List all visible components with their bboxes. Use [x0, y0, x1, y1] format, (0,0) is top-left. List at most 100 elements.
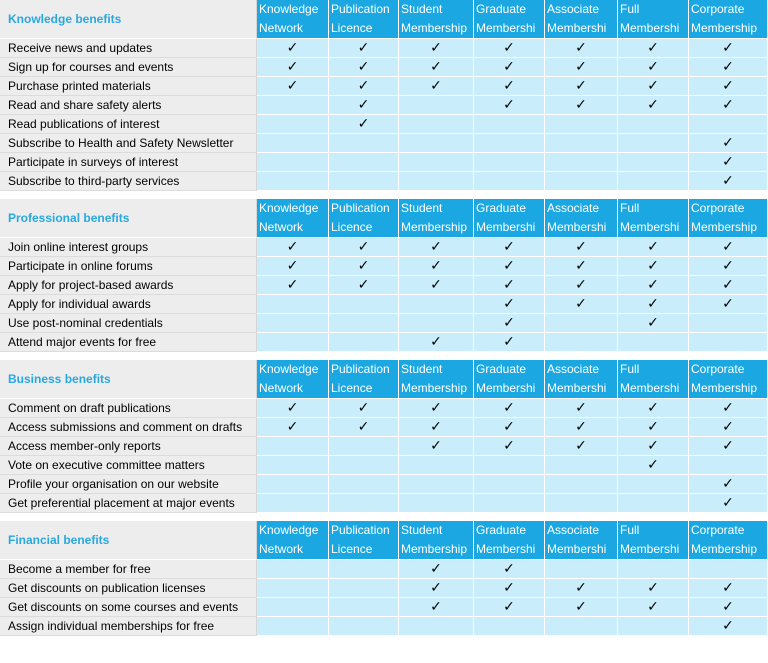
benefit-cell[interactable]: ✓ — [689, 617, 768, 636]
column-header-full[interactable]: Full Membershi — [618, 360, 689, 399]
benefit-cell[interactable] — [399, 295, 474, 314]
benefit-cell[interactable]: ✓ — [689, 437, 768, 456]
benefit-cell[interactable]: ✓ — [474, 295, 545, 314]
benefit-label[interactable]: Read and share safety alerts — [0, 96, 257, 115]
benefit-cell[interactable] — [399, 617, 474, 636]
benefit-cell[interactable] — [618, 617, 689, 636]
benefit-cell[interactable] — [618, 560, 689, 579]
column-header-associate[interactable]: Associate Membershi — [545, 199, 618, 238]
benefit-cell[interactable] — [545, 617, 618, 636]
benefit-cell[interactable] — [618, 153, 689, 172]
benefit-cell[interactable]: ✓ — [399, 77, 474, 96]
benefit-cell[interactable]: ✓ — [257, 39, 329, 58]
benefit-cell[interactable]: ✓ — [257, 399, 329, 418]
column-header-graduate[interactable]: Graduate Membershi — [474, 199, 545, 238]
benefit-cell[interactable] — [257, 333, 329, 352]
benefit-label[interactable]: Participate in online forums — [0, 257, 257, 276]
benefit-cell[interactable]: ✓ — [545, 598, 618, 617]
benefit-cell[interactable]: ✓ — [399, 39, 474, 58]
benefit-cell[interactable] — [618, 134, 689, 153]
column-header-associate[interactable]: Associate Membershi — [545, 521, 618, 560]
benefit-cell[interactable]: ✓ — [618, 238, 689, 257]
benefit-cell[interactable]: ✓ — [689, 475, 768, 494]
benefit-cell[interactable] — [257, 617, 329, 636]
benefit-label[interactable]: Become a member for free — [0, 560, 257, 579]
column-header-graduate[interactable]: Graduate Membershi — [474, 360, 545, 399]
benefit-cell[interactable]: ✓ — [329, 58, 399, 77]
benefit-cell[interactable]: ✓ — [689, 172, 768, 191]
benefit-cell[interactable] — [689, 314, 768, 333]
benefit-cell[interactable] — [329, 134, 399, 153]
benefit-cell[interactable] — [399, 96, 474, 115]
benefit-cell[interactable]: ✓ — [545, 418, 618, 437]
benefit-cell[interactable] — [257, 134, 329, 153]
benefit-cell[interactable]: ✓ — [545, 77, 618, 96]
benefit-cell[interactable]: ✓ — [474, 314, 545, 333]
column-header-student[interactable]: Student Membership — [399, 0, 474, 39]
benefit-label[interactable]: Get preferential placement at major even… — [0, 494, 257, 513]
benefit-cell[interactable] — [545, 314, 618, 333]
benefit-cell[interactable]: ✓ — [618, 314, 689, 333]
column-header-corporate[interactable]: Corporate Membership — [689, 521, 768, 560]
benefit-cell[interactable] — [545, 153, 618, 172]
column-header-corporate[interactable]: Corporate Membership — [689, 0, 768, 39]
benefit-cell[interactable] — [329, 172, 399, 191]
benefit-cell[interactable]: ✓ — [618, 456, 689, 475]
benefit-cell[interactable]: ✓ — [618, 399, 689, 418]
benefit-cell[interactable] — [399, 134, 474, 153]
benefit-cell[interactable] — [329, 314, 399, 333]
benefit-cell[interactable]: ✓ — [545, 399, 618, 418]
benefit-cell[interactable]: ✓ — [399, 418, 474, 437]
benefit-cell[interactable]: ✓ — [474, 238, 545, 257]
benefit-label[interactable]: Assign individual memberships for free — [0, 617, 257, 636]
benefit-cell[interactable] — [257, 579, 329, 598]
benefit-cell[interactable] — [545, 333, 618, 352]
benefit-cell[interactable]: ✓ — [329, 238, 399, 257]
benefit-cell[interactable]: ✓ — [257, 418, 329, 437]
benefit-label[interactable]: Vote on executive committee matters — [0, 456, 257, 475]
benefit-cell[interactable] — [689, 456, 768, 475]
benefit-cell[interactable]: ✓ — [618, 276, 689, 295]
benefit-cell[interactable] — [329, 598, 399, 617]
benefit-cell[interactable]: ✓ — [257, 276, 329, 295]
benefit-cell[interactable] — [399, 314, 474, 333]
benefit-label[interactable]: Subscribe to Health and Safety Newslette… — [0, 134, 257, 153]
benefit-cell[interactable] — [618, 494, 689, 513]
benefit-cell[interactable]: ✓ — [399, 257, 474, 276]
benefit-cell[interactable] — [329, 617, 399, 636]
column-header-publication[interactable]: Publication Licence — [329, 521, 399, 560]
benefit-cell[interactable] — [474, 475, 545, 494]
section-title-knowledge-benefits[interactable]: Knowledge benefits — [0, 0, 257, 39]
benefit-cell[interactable]: ✓ — [545, 238, 618, 257]
column-header-student[interactable]: Student Membership — [399, 199, 474, 238]
benefit-cell[interactable] — [474, 115, 545, 134]
benefit-label[interactable]: Access submissions and comment on drafts — [0, 418, 257, 437]
benefit-cell[interactable]: ✓ — [689, 399, 768, 418]
benefit-cell[interactable]: ✓ — [618, 418, 689, 437]
benefit-cell[interactable]: ✓ — [399, 276, 474, 295]
benefit-cell[interactable] — [257, 437, 329, 456]
benefit-cell[interactable]: ✓ — [545, 39, 618, 58]
benefit-cell[interactable]: ✓ — [329, 115, 399, 134]
benefit-cell[interactable]: ✓ — [618, 58, 689, 77]
column-header-student[interactable]: Student Membership — [399, 521, 474, 560]
benefit-cell[interactable]: ✓ — [474, 437, 545, 456]
benefit-cell[interactable] — [474, 153, 545, 172]
benefit-cell[interactable]: ✓ — [689, 418, 768, 437]
column-header-full[interactable]: Full Membershi — [618, 0, 689, 39]
benefit-label[interactable]: Apply for project-based awards — [0, 276, 257, 295]
benefit-cell[interactable]: ✓ — [474, 560, 545, 579]
column-header-full[interactable]: Full Membershi — [618, 199, 689, 238]
column-header-associate[interactable]: Associate Membershi — [545, 0, 618, 39]
benefit-cell[interactable]: ✓ — [329, 399, 399, 418]
benefit-cell[interactable] — [329, 456, 399, 475]
column-header-graduate[interactable]: Graduate Membershi — [474, 521, 545, 560]
benefit-cell[interactable]: ✓ — [618, 598, 689, 617]
benefit-cell[interactable] — [474, 134, 545, 153]
benefit-cell[interactable]: ✓ — [618, 579, 689, 598]
benefit-cell[interactable]: ✓ — [399, 58, 474, 77]
benefit-cell[interactable] — [689, 560, 768, 579]
benefit-cell[interactable]: ✓ — [474, 333, 545, 352]
benefit-cell[interactable] — [257, 456, 329, 475]
column-header-knowledge[interactable]: Knowledge Network — [257, 199, 329, 238]
